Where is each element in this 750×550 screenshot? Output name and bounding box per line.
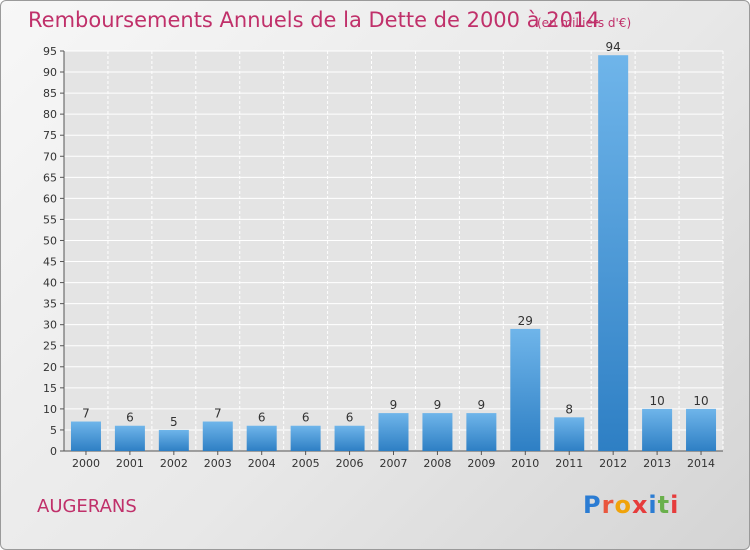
bar	[114, 425, 145, 451]
x-tick-label: 2003	[204, 457, 232, 470]
bar	[510, 328, 541, 451]
bar	[202, 421, 233, 451]
logo-letter: P	[583, 491, 602, 519]
bar-value-label: 29	[518, 314, 533, 328]
x-tick-label: 2006	[336, 457, 364, 470]
bar	[378, 413, 409, 451]
logo-letter: x	[631, 491, 649, 519]
y-tick-label: 85	[43, 87, 57, 100]
city-name: AUGERANS	[37, 496, 137, 517]
proxiti-logo: Proxiti	[583, 491, 679, 519]
bar-value-label: 7	[214, 407, 222, 421]
y-tick-label: 90	[43, 66, 57, 79]
logo-letter: o	[614, 491, 632, 519]
y-tick-label: 80	[43, 108, 57, 121]
logo-letter: t	[657, 491, 671, 519]
y-tick-label: 75	[43, 129, 57, 142]
bar-value-label: 9	[478, 398, 486, 412]
x-tick-label: 2002	[160, 457, 188, 470]
bar-value-label: 8	[565, 402, 573, 416]
bar	[554, 417, 585, 451]
bar-value-label: 6	[126, 411, 134, 425]
bar-value-label: 9	[390, 398, 398, 412]
bar	[466, 413, 497, 451]
bar	[686, 408, 717, 451]
bar	[642, 408, 673, 451]
bar	[334, 425, 365, 451]
bar	[290, 425, 321, 451]
y-tick-label: 10	[43, 403, 57, 416]
bar-value-label: 7	[82, 407, 90, 421]
y-tick-label: 30	[43, 319, 57, 332]
bar	[246, 425, 277, 451]
y-tick-label: 65	[43, 171, 57, 184]
y-tick-label: 40	[43, 277, 57, 290]
bar-value-label: 6	[258, 411, 266, 425]
logo-letter: i	[670, 491, 680, 519]
chart-unit: (en milliers d'€)	[537, 16, 632, 30]
y-tick-label: 95	[43, 45, 57, 58]
x-tick-label: 2001	[116, 457, 144, 470]
y-tick-label: 5	[50, 424, 57, 437]
y-tick-label: 60	[43, 192, 57, 205]
logo-letter: r	[601, 491, 615, 519]
y-tick-label: 45	[43, 256, 57, 269]
x-tick-label: 2011	[555, 457, 583, 470]
y-tick-label: 70	[43, 150, 57, 163]
x-tick-label: 2000	[72, 457, 100, 470]
bar	[158, 429, 189, 451]
y-tick-label: 50	[43, 234, 57, 247]
bar-value-label: 10	[649, 394, 664, 408]
y-tick-label: 55	[43, 213, 57, 226]
x-tick-label: 2008	[423, 457, 451, 470]
bar-value-label: 94	[606, 40, 621, 54]
bar-value-label: 5	[170, 415, 178, 429]
x-tick-label: 2009	[467, 457, 495, 470]
bar	[422, 413, 453, 451]
x-tick-label: 2007	[380, 457, 408, 470]
logo-letter: i	[648, 491, 658, 519]
bar	[598, 55, 629, 452]
y-tick-label: 35	[43, 298, 57, 311]
bar	[70, 421, 101, 451]
chart-title: Remboursements Annuels de la Dette de 20…	[28, 8, 600, 32]
x-tick-label: 2010	[511, 457, 539, 470]
bar-value-label: 9	[434, 398, 442, 412]
y-tick-label: 25	[43, 340, 57, 353]
bar-value-label: 6	[346, 411, 354, 425]
x-tick-label: 2012	[599, 457, 627, 470]
x-tick-label: 2005	[292, 457, 320, 470]
y-tick-label: 15	[43, 382, 57, 395]
bar-value-label: 6	[302, 411, 310, 425]
y-tick-label: 0	[50, 445, 57, 458]
x-tick-label: 2004	[248, 457, 276, 470]
x-tick-label: 2014	[687, 457, 715, 470]
x-tick-label: 2013	[643, 457, 671, 470]
y-tick-label: 20	[43, 361, 57, 374]
bar-value-label: 10	[693, 394, 708, 408]
